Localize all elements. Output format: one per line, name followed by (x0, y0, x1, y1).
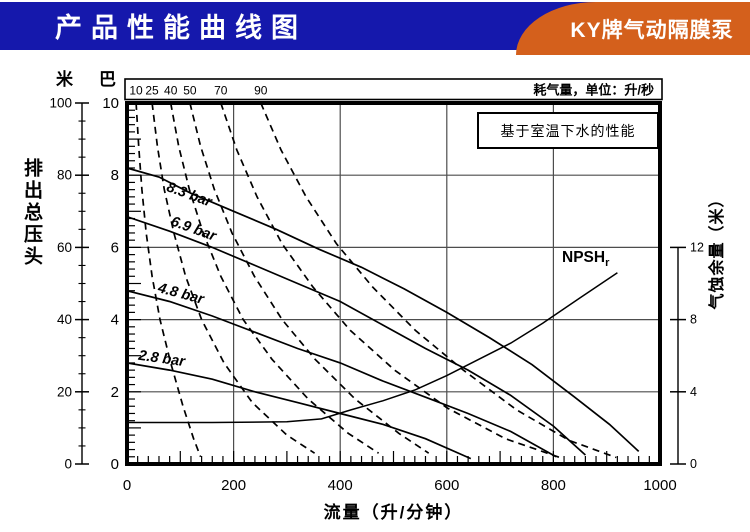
curve-label-2.8-bar: 2.8 bar (136, 348, 187, 371)
head-curve-8.3-bar (129, 167, 640, 453)
bar-tick-label: 10 (102, 95, 119, 112)
npsh-main: NPSH (562, 249, 606, 266)
brand-badge-text: KY牌气动隔膜泵 (570, 18, 734, 42)
air-strip-value: 90 (254, 84, 268, 98)
flow-tick-label: 800 (541, 477, 566, 494)
air-consumption-strip: 10 25 40 50 70 90 耗气量，单位：升/秒 (124, 78, 663, 101)
air-strip-value: 40 (164, 84, 178, 98)
npsh-tick-label: 4 (690, 385, 697, 399)
flow-tick-label: 0 (123, 477, 131, 494)
x-axis-title: 流量（升/分钟） (323, 503, 464, 522)
air-strip-value: 50 (183, 84, 197, 98)
npsh-curve (129, 272, 618, 424)
air-consumption-curve-90 (260, 105, 617, 459)
bar-tick-label: 6 (111, 239, 119, 256)
npsh-tick-label: 8 (690, 313, 697, 327)
air-consumption-curve-70 (220, 105, 561, 459)
npsh-ruler: 0 4 8 12 (670, 240, 704, 471)
npsh-curve-label: NPSHr (562, 249, 609, 269)
meters-tick-label: 100 (49, 96, 72, 111)
flow-tick-label: 600 (434, 477, 459, 494)
air-consumption-curve-50 (189, 105, 430, 454)
bar-tick-label: 0 (111, 456, 119, 473)
air-strip-caption: 耗气量，单位：升/秒 (533, 83, 654, 98)
header-bar: 产品性能曲线图 (0, 2, 750, 50)
left-axis-unit-meters: 米 (56, 70, 73, 89)
meters-tick-label: 0 (64, 457, 72, 472)
right-axis-title: 气蚀余量（米） (709, 190, 726, 310)
head-curve-2.8-bar (129, 362, 472, 460)
npsh-sub: r (605, 257, 610, 270)
air-consumption-curve-25 (151, 105, 316, 454)
plot-frame (125, 101, 662, 466)
meters-tick-label: 80 (57, 168, 72, 183)
gridlines (127, 103, 660, 464)
flow-tick-label: 400 (328, 477, 353, 494)
interior-ticks (129, 109, 650, 462)
bar-tick-labels: 0 2 4 6 8 10 (102, 95, 119, 473)
meters-tick-label: 40 (57, 312, 72, 327)
head-curve-6.9-bar (129, 216, 586, 456)
bar-tick-label: 4 (111, 312, 119, 329)
air-strip-value: 10 (129, 84, 143, 98)
note-box: 基于室温下水的性能 (477, 112, 659, 149)
head-curve-4.8-bar (129, 290, 557, 458)
curves (129, 105, 640, 460)
page-title: 产品性能曲线图 (55, 13, 307, 43)
npsh-tick-label: 0 (690, 457, 697, 471)
flow-tick-label: 200 (221, 477, 246, 494)
left-axis-unit-bar: 巴 (99, 70, 116, 89)
meters-tick-label: 60 (57, 240, 72, 255)
air-consumption-curve-40 (170, 105, 380, 454)
air-consumption-curve-10 (135, 105, 202, 458)
npsh-tick-label: 12 (690, 240, 704, 254)
flow-tick-labels: 0 200 400 600 800 1000 (123, 477, 677, 494)
bar-tick-label: 2 (111, 384, 119, 401)
air-strip-value: 70 (214, 84, 228, 98)
curve-label-4.8-bar: 4.8 bar (155, 280, 207, 308)
brand-badge: KY牌气动隔膜泵 (516, 2, 750, 55)
curve-label-8.3-bar: 8.3 bar (164, 179, 215, 210)
left-axis-title: 排出总压头 (21, 158, 42, 268)
flow-tick-label: 1000 (643, 477, 676, 494)
meters-ruler: 0 20 40 60 80 100 (49, 96, 89, 472)
bar-tick-label: 8 (111, 167, 119, 184)
meters-tick-label: 20 (57, 384, 72, 399)
air-strip-value: 25 (145, 84, 159, 98)
